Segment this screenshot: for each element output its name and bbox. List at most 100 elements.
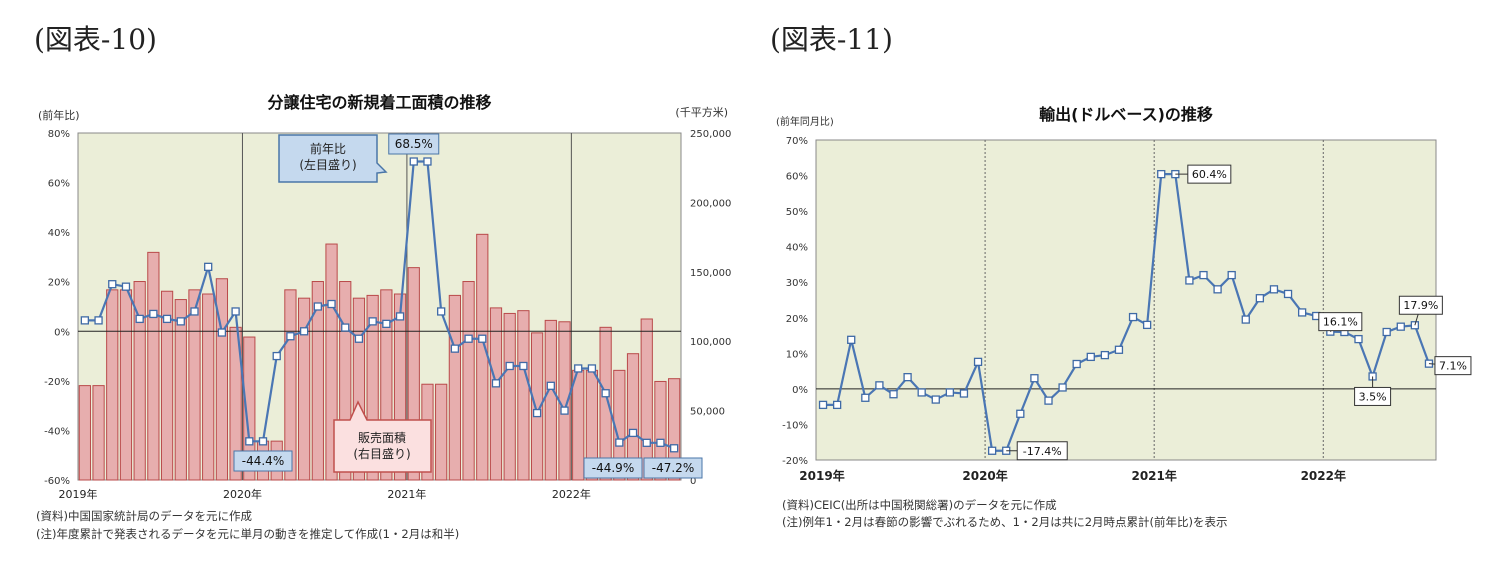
chart1-line-point [231,307,240,316]
chart1-left-tick-label: 20% [48,278,70,289]
chart1-title: 分譲住宅の新規着工面積の推移 [267,93,491,112]
chart2-annotation-2022-apr-box [1354,386,1392,406]
chart2-annotation-2022-apr: 3.5% [1359,390,1387,403]
chart1-annotation-low-2020: -44.4% [242,454,284,468]
chart1-bar [503,312,516,481]
chart1-bar [626,353,640,481]
chart2-source-note: (資料)CEIC(出所は中国税関総署)のデータを元に作成 [782,498,1057,512]
chart1-bar [133,281,146,481]
chart2-y-tick-label: 30% [786,278,808,289]
chart1-line-point [80,316,90,325]
chart1-left-tick-label: -40% [44,426,70,437]
chart1-right-axis-label: (千平方米) [675,105,728,119]
chart1-bar [119,289,133,481]
chart2-line-point [1185,276,1194,285]
figure-label-11: (図表-11) [770,23,893,56]
chart2-y-tick-label: 70% [786,136,808,147]
chart1-bar [106,289,119,481]
chart1-bar [352,297,366,481]
chart2-y-tick-label: 50% [786,207,808,218]
chart2-plot-area [815,139,1437,461]
chart1-line-point [382,319,391,329]
chart1-line-point [108,280,117,289]
chart1-right-tick-label: 0 [690,476,696,487]
chart2-line-point [1255,294,1265,303]
chart1-x-tick-label: 2022年 [552,487,591,501]
chart1-line-point [409,157,418,166]
chart1-line-point [546,381,555,390]
chart1-bar-legend-label: 販売面積(右目盛り) [353,430,410,461]
chart1-left-tick-label: -20% [44,377,70,388]
chart2-axis-label: (前年同月比) [776,115,834,128]
chart2-annotation-peak-box [1187,164,1232,184]
chart1-annotation-latest-box [643,457,703,479]
chart1-bar [489,307,503,481]
exports-chart: 輸出(ドルベース)の推移 (前年同月比) 70% 60% 50% 40% 30% 20% 10%… [776,105,1472,483]
chart1-line-point [574,364,583,373]
chart1-bar [640,318,653,481]
chart2-line-point [1114,345,1124,354]
chart1-annotation-low-2022-box [583,457,643,479]
chart2-line-point [1354,334,1363,344]
chart2-annotation-peak: 60.4% [1192,168,1227,181]
chart1-line-legend-label: 前年比(左目盛り) [299,141,356,172]
chart1-bar [435,383,448,481]
chart1-line-point [368,317,377,326]
chart1-line-point [272,351,281,361]
chart1-line-point [286,332,295,341]
chart2-line-point [987,446,997,455]
chart1-line-point [354,334,364,343]
chart2-annotation-2022-jul-box [1398,295,1443,315]
chart1-bar [599,326,612,481]
chart2-method-note: (注)例年1・2月は春節の影響でぶれるため、1・2月は共に2月時点累計(前年比)… [782,515,1228,529]
chart1-line-point [313,302,322,311]
chart1-line-point [464,334,473,343]
chart2-x-tick-label: 2022年 [1301,468,1346,483]
chart1-bar [380,289,393,481]
chart2-y-tick-label: -20% [782,456,808,467]
chart1-line-point [204,262,213,271]
chart1-bar [393,293,407,481]
chart1-line-point [135,314,144,324]
chart1-annotation-peak: 68.5% [395,137,433,151]
chart2-line-point [818,400,828,410]
chart2-annotation-2022-jul: 17.9% [1403,299,1438,312]
chart1-line-point [450,344,460,353]
chart2-line-point [889,390,898,399]
chart1-line-point [656,438,665,447]
chart1-x-tick-label: 2020年 [223,487,262,501]
chart1-right-tick-label: 200,000 [690,198,731,209]
chart2-line-point [903,373,912,382]
chart2-line-point [1213,285,1222,294]
chart1-line-point [162,314,172,324]
chart2-line-point [1030,374,1039,383]
chart1-bar [572,369,585,481]
chart1-line-point [601,389,610,398]
chart2-annotation-2022-feb-box [1318,312,1363,332]
chart2-annotation-low-2020: -17.4% [1023,445,1062,458]
chart2-line-point [1142,320,1152,330]
chart2-line-point [931,395,940,404]
figure-label-10: (図表-10) [34,23,157,56]
chart1-method-note: (注)年度累計で発表されるデータを元に単月の動きを推定して作成(1・2月は和半) [36,527,460,541]
chart1-line-point [121,282,131,291]
chart2-annotation-latest-box [1434,356,1472,376]
chart1-bar [188,289,201,481]
chart1-x-tick-label: 2019年 [59,487,98,501]
chart1-annotation-peak-box [388,133,440,155]
chart1-x-tick-label: 2021年 [387,487,426,501]
chart1-annotation-low-2022: -44.9% [592,461,634,475]
chart1-bar [544,319,557,481]
chart2-line-point [1227,270,1236,280]
chart2-line-point [1297,308,1307,317]
chart1-bar [284,289,297,481]
chart2-line-point [945,388,955,397]
chart2-line-point [1283,289,1293,299]
chart2-line-point [917,388,926,397]
chart1-bar [92,385,105,481]
chart1-line-point [258,437,268,446]
chart2-x-tick-label: 2019年 [799,468,844,483]
chart1-bar [202,293,215,481]
chart1-line-point [423,157,432,166]
chart1-bar [668,378,681,481]
